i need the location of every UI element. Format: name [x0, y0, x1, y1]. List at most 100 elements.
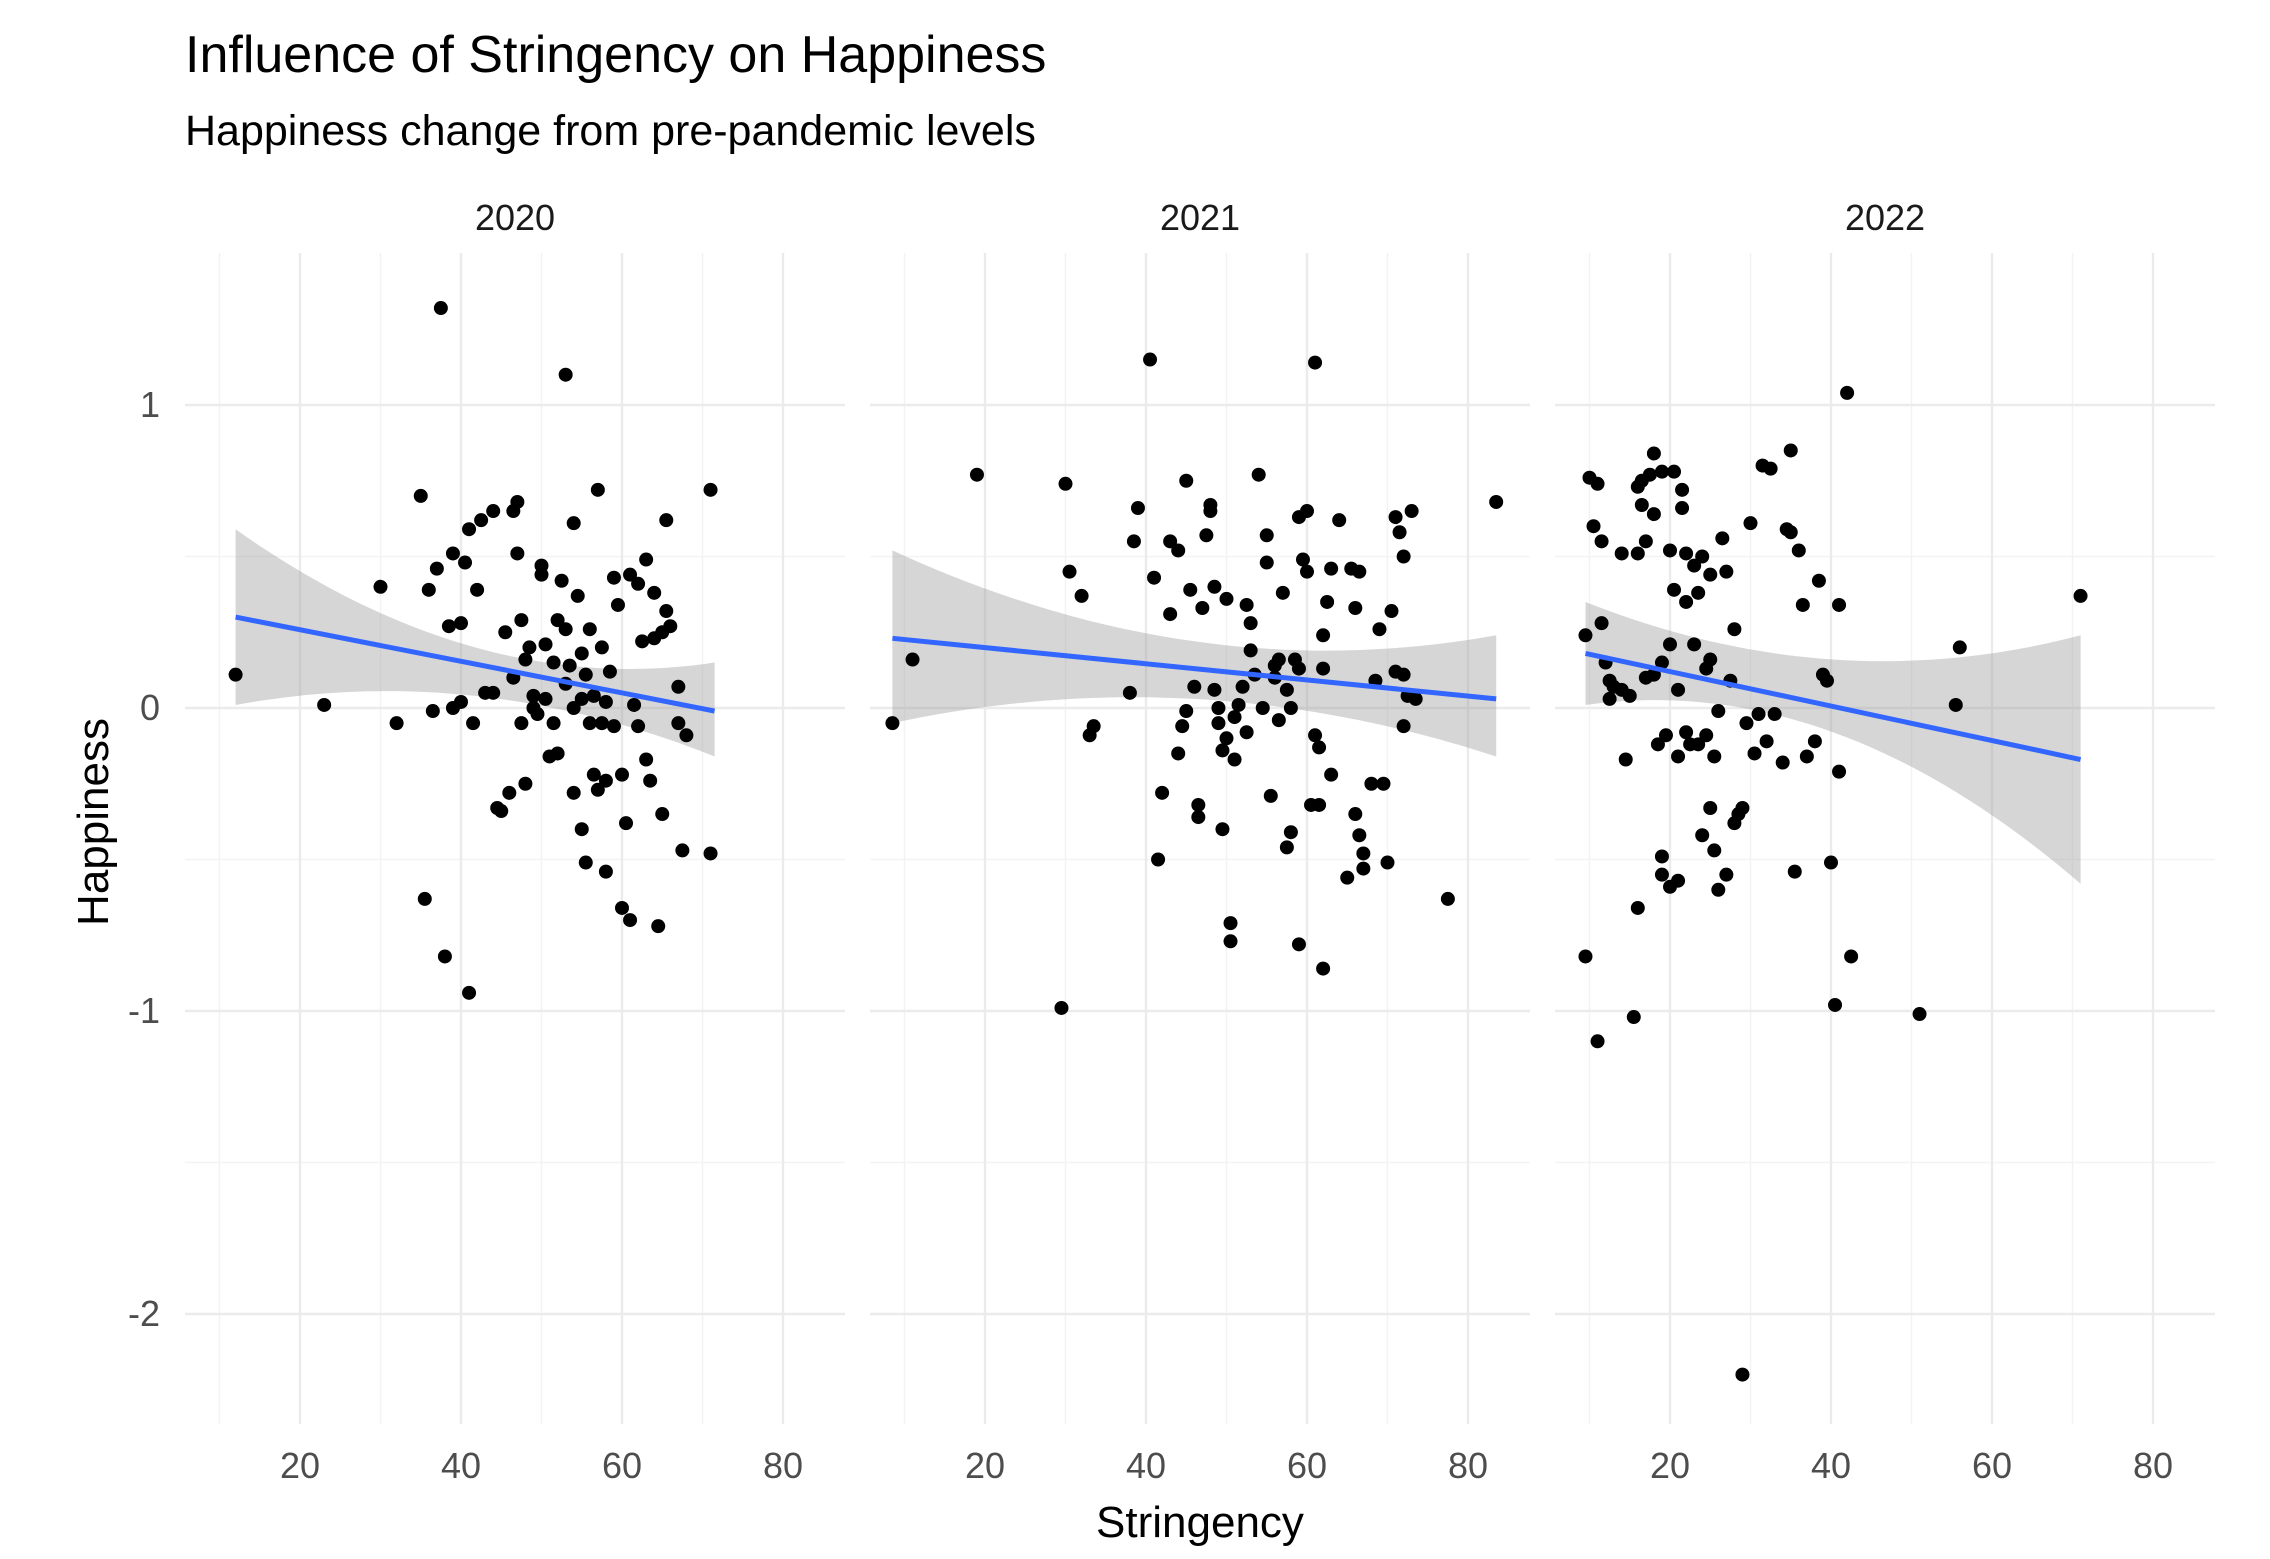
x-tick-label: 60 — [1972, 1445, 2012, 1486]
data-point — [514, 716, 529, 731]
data-point — [1791, 543, 1806, 558]
x-tick-label: 20 — [1650, 1445, 1690, 1486]
data-point — [558, 367, 573, 382]
data-point — [2073, 588, 2088, 603]
data-point — [1332, 513, 1347, 528]
data-point — [1948, 697, 1963, 712]
data-point — [671, 716, 686, 731]
data-point — [373, 579, 388, 594]
data-point — [1300, 564, 1314, 579]
data-point — [598, 773, 613, 788]
data-point — [1408, 691, 1423, 706]
data-point — [494, 804, 509, 819]
y-tick-label: -2 — [128, 1293, 160, 1334]
data-point — [1679, 546, 1694, 561]
data-point — [639, 752, 654, 767]
data-point — [1642, 467, 1657, 482]
x-tick-label: 40 — [441, 1445, 481, 1486]
data-point — [1271, 713, 1286, 728]
data-point — [703, 482, 718, 497]
data-point — [1622, 688, 1637, 703]
data-point — [1650, 737, 1665, 752]
data-point — [1126, 534, 1141, 549]
data-point — [1291, 937, 1306, 952]
data-point — [1279, 840, 1294, 855]
data-point — [554, 573, 569, 588]
x-tick-label: 20 — [965, 1445, 1005, 1486]
data-point — [1396, 549, 1411, 564]
data-point — [546, 716, 561, 731]
data-point — [1799, 749, 1814, 764]
data-point — [1695, 828, 1710, 843]
data-point — [1199, 528, 1214, 543]
data-point — [1316, 628, 1331, 643]
data-point — [534, 558, 549, 573]
data-point — [627, 697, 642, 712]
data-point — [582, 622, 597, 637]
data-point — [1171, 543, 1186, 558]
data-point — [425, 704, 440, 719]
data-point — [570, 588, 585, 603]
data-point — [639, 552, 654, 567]
data-point — [458, 555, 473, 570]
data-point — [1691, 585, 1706, 600]
data-point — [228, 667, 243, 682]
data-point — [454, 694, 468, 709]
data-point — [1074, 588, 1089, 603]
data-point — [1143, 352, 1158, 367]
data-point — [1356, 846, 1371, 861]
data-point — [538, 637, 553, 652]
x-tick-label: 40 — [1811, 1445, 1851, 1486]
data-point — [1388, 510, 1403, 525]
data-point — [655, 807, 670, 822]
data-point — [1832, 597, 1847, 612]
chart-title: Influence of Stringency on Happiness — [185, 26, 1046, 84]
data-point — [498, 625, 513, 640]
data-point — [1840, 385, 1855, 400]
data-point — [562, 658, 577, 673]
data-point — [1147, 570, 1162, 585]
data-point — [586, 688, 601, 703]
data-point — [574, 691, 589, 706]
data-point — [1316, 961, 1331, 976]
data-point — [1312, 740, 1327, 755]
data-point — [1372, 622, 1387, 637]
y-tick-label: 1 — [140, 384, 160, 425]
data-point — [619, 816, 634, 831]
x-tick-label: 80 — [1448, 1445, 1488, 1486]
data-point — [389, 716, 404, 731]
data-point — [679, 728, 694, 743]
data-point — [1352, 564, 1367, 579]
data-point — [615, 767, 629, 782]
data-point — [1203, 504, 1218, 519]
data-point — [1380, 855, 1395, 870]
data-point — [1618, 752, 1633, 767]
data-point — [1440, 891, 1455, 906]
data-point — [1223, 916, 1238, 931]
data-point — [1187, 679, 1202, 694]
data-point — [1719, 867, 1734, 882]
data-point — [510, 546, 525, 561]
data-point — [1775, 755, 1790, 770]
data-point — [1404, 504, 1419, 519]
data-point — [1279, 682, 1294, 697]
data-point — [1634, 497, 1649, 512]
data-point — [445, 546, 460, 561]
data-point — [1243, 616, 1258, 631]
data-point — [969, 467, 984, 482]
data-point — [1646, 446, 1661, 461]
data-point — [1086, 719, 1101, 734]
data-point — [703, 846, 718, 861]
data-point — [1316, 661, 1331, 676]
data-point — [522, 640, 537, 655]
data-point — [417, 891, 432, 906]
data-point — [1578, 628, 1593, 643]
data-point — [1707, 749, 1722, 764]
data-point — [1348, 807, 1363, 822]
data-point — [1259, 528, 1274, 543]
data-point — [1783, 525, 1798, 540]
y-tick-label: 0 — [140, 687, 160, 728]
x-axis-title: Stringency — [1096, 1498, 1304, 1547]
y-axis: -2 -1 0 1 — [128, 384, 160, 1334]
data-point — [1626, 1010, 1641, 1025]
